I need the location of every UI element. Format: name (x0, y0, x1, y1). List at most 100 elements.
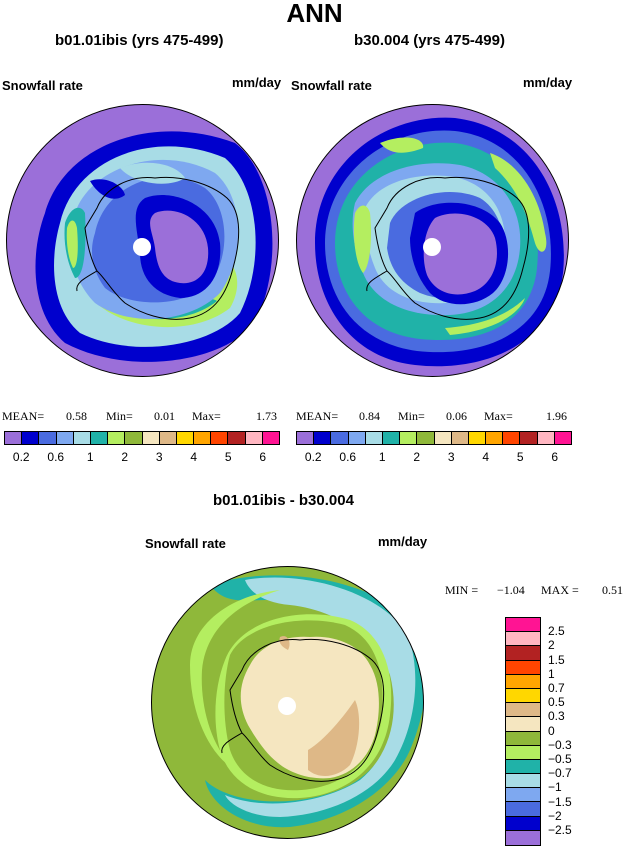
right-min-value: 0.06 (446, 409, 467, 423)
diff-colorbar-label: −2.5 (548, 823, 572, 837)
diff-colorbar-swatch (506, 632, 540, 647)
diff-colorbar-swatch (506, 816, 540, 831)
left-colorbar-swatch (56, 432, 74, 444)
right-units-label: mm/day (523, 75, 573, 90)
right-colorbar-swatch (434, 432, 452, 444)
left-colorbar-label: 3 (155, 450, 163, 464)
right-min-label: Min= (398, 409, 425, 423)
right-colorbar-swatch (417, 432, 435, 444)
right-colorbar-swatch (486, 432, 504, 444)
left-colorbar-swatch (176, 432, 195, 444)
right-colorbar-swatch (400, 432, 418, 444)
diff-colorbar-label: 0.3 (548, 709, 565, 724)
right-colorbar-swatch (365, 432, 383, 444)
right-colorbar-swatch (314, 432, 332, 444)
diff-colorbar-label: 2.5 (548, 624, 565, 639)
diff-colorbar-label: −0.7 (548, 766, 572, 781)
diff-units-label: mm/day (378, 534, 428, 549)
diff-variable-label: Snowfall rate (145, 536, 226, 551)
diff-colorbar-label: 0 (548, 723, 555, 738)
right-colorbar-swatch (468, 432, 487, 444)
right-colorbar-swatch (503, 432, 521, 444)
right-polar-map (296, 104, 569, 377)
right-colorbar-label: 2 (413, 450, 421, 464)
diff-colorbar-label: 0.5 (548, 695, 565, 710)
diff-colorbar-swatch (506, 830, 540, 845)
right-colorbar-swatch (331, 432, 349, 444)
right-colorbar (296, 431, 572, 445)
diff-colorbar-swatch (506, 646, 540, 661)
left-colorbar-swatch (142, 432, 160, 444)
left-colorbar-swatch (211, 432, 229, 444)
left-colorbar-label: 6 (259, 450, 267, 464)
diff-colorbar-label: −0.5 (548, 752, 572, 766)
diff-colorbar-swatch (506, 745, 540, 760)
left-colorbar-swatch (228, 432, 246, 444)
left-mean-value: 0.58 (66, 409, 87, 423)
left-min-label: Min= (106, 409, 133, 423)
diff-colorbar-label: −0.3 (548, 737, 572, 752)
diff-case-title: b01.01ibis - b30.004 (213, 492, 354, 509)
right-max-value: 1.96 (546, 409, 567, 423)
right-max-label: Max= (484, 409, 513, 423)
right-colorbar-label: 0.6 (339, 450, 357, 464)
right-colorbar-label: 3 (447, 450, 455, 464)
right-colorbar-swatch (297, 432, 315, 444)
diff-colorbar-swatch (506, 731, 540, 746)
right-colorbar-swatch (451, 432, 469, 444)
diff-colorbar-swatch (506, 788, 540, 803)
right-mean-value: 0.84 (359, 409, 380, 423)
left-min-value: 0.01 (154, 409, 175, 423)
right-colorbar-swatch (520, 432, 538, 444)
left-colorbar-swatch (73, 432, 91, 444)
diff-min-label: MIN = (445, 583, 479, 597)
right-colorbar-label: 6 (551, 450, 559, 464)
left-polar-map (6, 104, 279, 377)
left-colorbar-swatch (262, 432, 279, 444)
diff-colorbar-label: 0.7 (548, 681, 565, 695)
diff-max-label: MAX = (541, 583, 579, 597)
diff-max-value: 0.51 (602, 583, 623, 597)
right-colorbar-swatch (554, 432, 571, 444)
left-colorbar-label: 1 (86, 450, 94, 464)
left-colorbar-swatch (39, 432, 57, 444)
left-colorbar-swatch (245, 432, 263, 444)
left-colorbar-swatch (108, 432, 126, 444)
left-mean-label: MEAN= (2, 409, 45, 423)
diff-colorbar-label: −2 (548, 808, 562, 823)
left-max-value: 1.73 (256, 409, 277, 423)
diff-colorbar-swatch (506, 759, 540, 775)
diff-colorbar-swatch (506, 717, 540, 732)
right-colorbar-label: 4 (482, 450, 490, 464)
left-colorbar-swatch (90, 432, 109, 444)
diff-colorbar-swatch (506, 802, 540, 817)
diff-colorbar-swatch (506, 674, 540, 689)
diff-min-value: −1.04 (497, 583, 525, 597)
left-colorbar-label: 5 (224, 450, 232, 464)
diff-colorbar-swatch (506, 618, 540, 633)
left-colorbar-swatch (125, 432, 143, 444)
right-mean-label: MEAN= (296, 409, 339, 423)
left-colorbar-swatch (5, 432, 23, 444)
page-title: ANN (286, 0, 343, 28)
left-colorbar-swatch (194, 432, 212, 444)
diff-colorbar-label: 2 (548, 638, 555, 653)
right-colorbar-swatch (348, 432, 366, 444)
left-colorbar (4, 431, 280, 445)
diff-polar-map (151, 566, 424, 839)
left-colorbar-swatch (159, 432, 177, 444)
right-colorbar-label: 5 (516, 450, 524, 464)
left-variable-label: Snowfall rate (2, 78, 83, 93)
left-colorbar-label: 4 (190, 450, 198, 464)
diff-colorbar-label: −1 (548, 780, 562, 795)
left-units-label: mm/day (232, 75, 282, 90)
right-colorbar-swatch (537, 432, 555, 444)
right-variable-label: Snowfall rate (291, 78, 372, 93)
diff-colorbar-label: 1 (548, 666, 555, 681)
diff-colorbar (505, 617, 541, 846)
left-case-title: b01.01ibis (yrs 475-499) (55, 32, 224, 49)
right-case-title: b30.004 (yrs 475-499) (354, 32, 505, 49)
left-colorbar-swatch (22, 432, 40, 444)
diff-colorbar-label: 1.5 (548, 652, 565, 667)
right-colorbar-label: 1 (378, 450, 386, 464)
